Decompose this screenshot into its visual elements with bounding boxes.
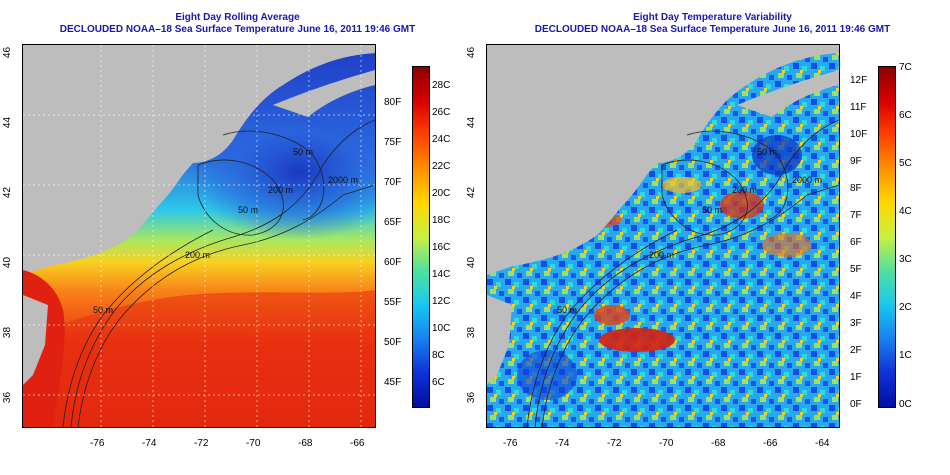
cb-f-60: 60F: [384, 257, 402, 268]
cb-f-55: 55F: [384, 297, 402, 308]
r-contour-label-50-b: 50 m: [702, 205, 722, 215]
contour-label-200-a: 200 m: [185, 250, 210, 260]
cb-f-9: 9F: [850, 156, 862, 167]
cb-f-75: 75F: [384, 137, 402, 148]
cb-c-24: 24C: [432, 134, 451, 145]
r-xtick-64: -64: [815, 438, 830, 449]
variability-colorbar: [878, 66, 896, 408]
cb-c-7: 7C: [899, 62, 912, 73]
xtick-70: -70: [246, 438, 261, 449]
r-xtick-72: -72: [607, 438, 622, 449]
cb-c-1: 1C: [899, 350, 912, 361]
cb-f-12: 12F: [850, 75, 868, 86]
contour-label-50-b: 50 m: [238, 205, 258, 215]
sst-average-map[interactable]: 2000 m 200 m 200 m 50 m 50 m 50 m: [22, 44, 376, 428]
cb-c-6r: 6C: [899, 110, 912, 121]
cb-f-10: 10F: [850, 129, 868, 140]
cb-c-16: 16C: [432, 242, 451, 253]
contour-label-50-c: 50 m: [293, 147, 313, 157]
cb-f-0: 0F: [850, 399, 862, 410]
cb-c-4: 4C: [899, 206, 912, 217]
sst-variability-map[interactable]: 2000 m 200 m 200 m 50 m 50 m 50 m: [486, 44, 840, 428]
sst-colorbar: [412, 66, 430, 408]
r-contour-label-200-a: 200 m: [649, 250, 674, 260]
left-subtitle: DECLOUDED NOAA–18 Sea Surface Temperatur…: [59, 24, 416, 35]
cb-c-10: 10C: [432, 323, 451, 334]
cb-c-3: 3C: [899, 254, 912, 265]
cb-c-18: 18C: [432, 215, 451, 226]
sst-average-image: 2000 m 200 m 200 m 50 m 50 m 50 m: [23, 45, 375, 427]
sst-variability-image: 2000 m 200 m 200 m 50 m 50 m 50 m: [487, 45, 839, 427]
cb-c-28: 28C: [432, 80, 451, 91]
r-ytick-36: 36: [466, 391, 478, 404]
r-xtick-68: -68: [711, 438, 726, 449]
cb-f-7: 7F: [850, 210, 862, 221]
cb-f-2: 2F: [850, 345, 862, 356]
cb-f-50: 50F: [384, 337, 402, 348]
r-ytick-42: 42: [466, 186, 478, 199]
xtick-68: -68: [298, 438, 313, 449]
r-ytick-46: 46: [466, 46, 478, 59]
ytick-38: 38: [2, 326, 14, 339]
cb-f-45: 45F: [384, 377, 402, 388]
r-ytick-38: 38: [466, 326, 478, 339]
left-title: Eight Day Rolling Average: [175, 12, 300, 23]
cb-c-20: 20C: [432, 188, 451, 199]
xtick-74: -74: [142, 438, 157, 449]
cb-c-26: 26C: [432, 107, 451, 118]
cb-c-0: 0C: [899, 399, 912, 410]
cb-f-80: 80F: [384, 97, 402, 108]
left-panel: Eight Day Rolling Average DECLOUDED NOAA…: [2, 12, 451, 449]
cb-c-5: 5C: [899, 158, 912, 169]
r-contour-label-200-b: 200 m: [732, 185, 757, 195]
cb-f-6: 6F: [850, 237, 862, 248]
ytick-46: 46: [2, 46, 14, 59]
cb-c-22: 22C: [432, 161, 451, 172]
cb-c-8: 8C: [432, 350, 445, 361]
r-contour-label-50-c: 50 m: [757, 147, 777, 157]
cb-f-4: 4F: [850, 291, 862, 302]
xtick-66: -66: [350, 438, 365, 449]
cb-c-6: 6C: [432, 377, 445, 388]
ytick-42: 42: [2, 186, 14, 199]
r-xtick-70: -70: [659, 438, 674, 449]
r-xtick-76: -76: [503, 438, 518, 449]
r-contour-label-50-a: 50 m: [557, 305, 577, 315]
r-xtick-66: -66: [763, 438, 778, 449]
r-ytick-44: 44: [466, 116, 478, 129]
xtick-76: -76: [90, 438, 105, 449]
contour-label-2000: 2000 m: [328, 175, 358, 185]
cb-f-65: 65F: [384, 217, 402, 228]
cb-c-12: 12C: [432, 296, 451, 307]
contour-label-200-b: 200 m: [268, 185, 293, 195]
cb-f-11: 11F: [850, 102, 867, 113]
contour-label-50-a: 50 m: [93, 305, 113, 315]
cb-f-3: 3F: [850, 318, 862, 329]
cb-f-5: 5F: [850, 264, 862, 275]
cb-c-2: 2C: [899, 302, 912, 313]
right-panel: Eight Day Temperature Variability DECLOU…: [466, 0, 950, 475]
r-contour-label-2000: 2000 m: [792, 175, 822, 185]
cb-f-70: 70F: [384, 177, 402, 188]
r-ytick-40: 40: [466, 256, 478, 269]
ytick-36: 36: [2, 391, 14, 404]
ytick-40: 40: [2, 256, 14, 269]
cb-c-14: 14C: [432, 269, 451, 280]
xtick-72: -72: [194, 438, 209, 449]
ytick-44: 44: [2, 116, 14, 129]
cb-f-1: 1F: [850, 372, 862, 383]
r-xtick-74: -74: [555, 438, 570, 449]
right-title: Eight Day Temperature Variability: [633, 12, 792, 23]
right-subtitle: DECLOUDED NOAA–18 Sea Surface Temperatur…: [534, 24, 891, 35]
cb-f-8: 8F: [850, 183, 862, 194]
